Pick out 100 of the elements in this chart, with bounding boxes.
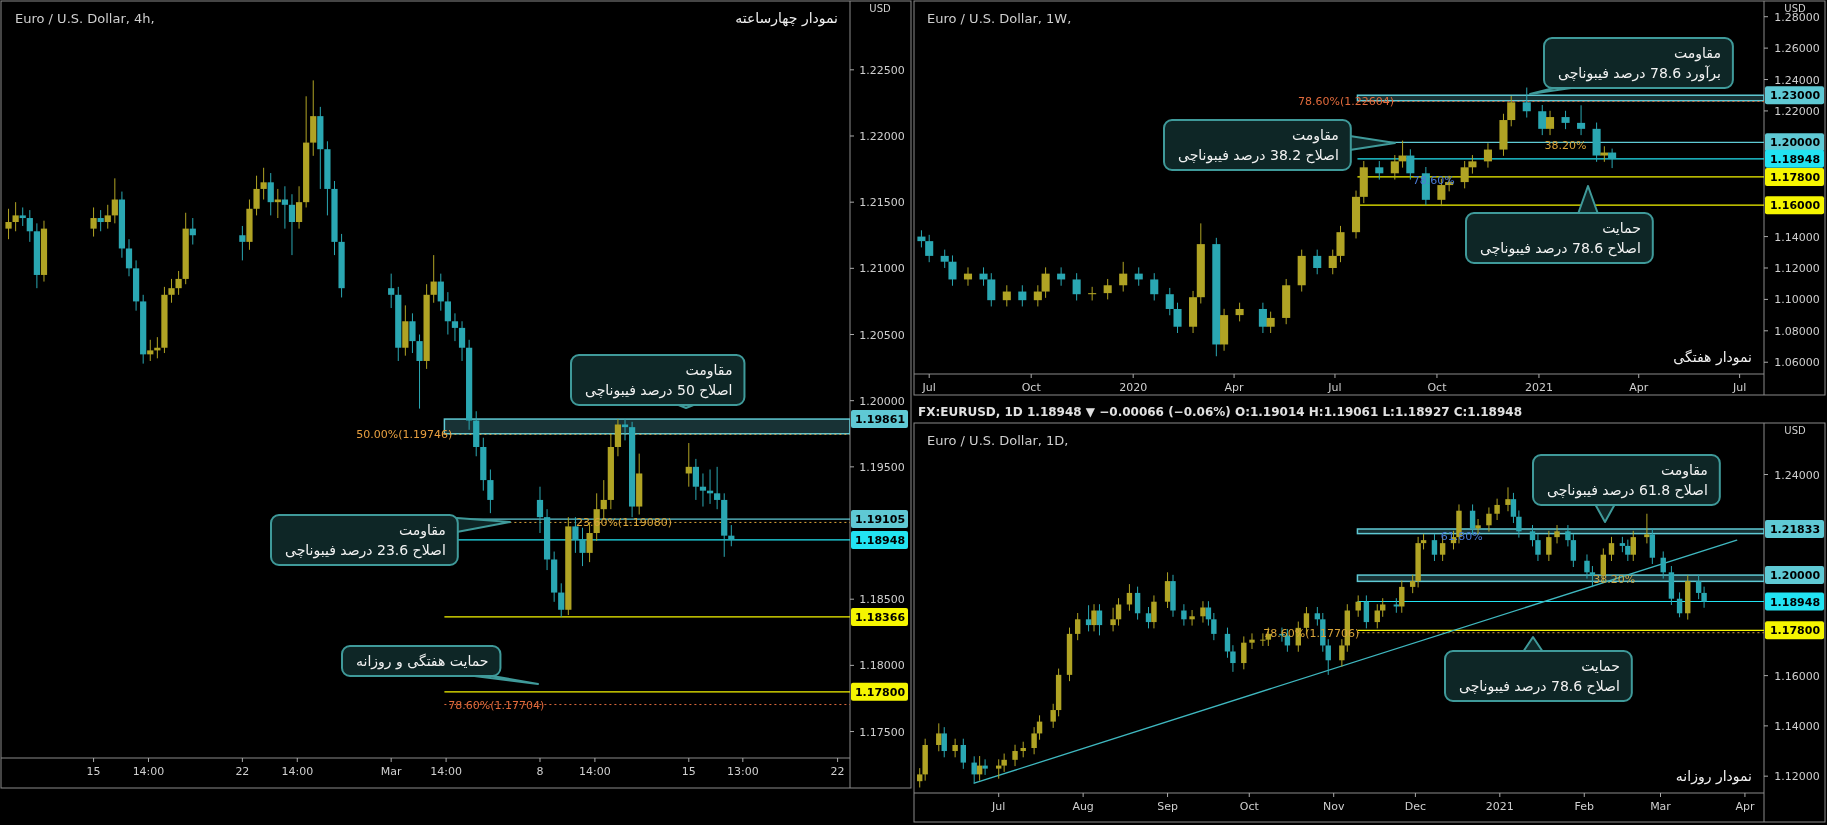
annotation: مقاومت برآورد 78.6 درصد فیبوناچی xyxy=(1558,45,1721,82)
ref-line-label: 50.00%(1.19746) xyxy=(356,428,453,442)
band-label: 1.21833 xyxy=(1769,523,1821,536)
x-tick-label: Sep xyxy=(1157,800,1178,813)
annotation: مقاومت اصلاح 61.8 درصد فیبوناچی xyxy=(1547,462,1708,499)
x-tick-label: Oct xyxy=(1427,381,1448,394)
candlestick xyxy=(1399,580,1405,614)
candlestick xyxy=(26,209,33,243)
candlestick xyxy=(699,472,707,508)
candlestick xyxy=(1380,597,1386,618)
y-tick-label: 1.20000 xyxy=(859,394,905,408)
candlestick xyxy=(239,225,246,261)
ref-line-label: 1.19105 xyxy=(854,513,906,527)
x-tick-label: Jul xyxy=(991,800,1006,813)
candlestick xyxy=(1390,154,1399,181)
candlestick xyxy=(971,755,977,784)
x-tick-label: 2020 xyxy=(1119,381,1148,394)
x-tick-label: Dec xyxy=(1404,800,1427,813)
x-tick-label: 14:00 xyxy=(132,765,165,778)
candlestick xyxy=(125,238,133,277)
candlestick xyxy=(1701,586,1707,609)
candlestick xyxy=(1545,110,1555,136)
candlestick xyxy=(1584,553,1590,580)
candlestick xyxy=(1510,492,1517,524)
candlestick xyxy=(925,234,934,263)
candlestick xyxy=(1561,110,1570,130)
candlestick xyxy=(1258,302,1267,334)
candlestick xyxy=(936,722,942,752)
x-tick-label: Apr xyxy=(1224,381,1245,394)
candlestick xyxy=(952,738,958,758)
candlestick xyxy=(1072,272,1081,301)
y-tick-label: 1.08000 xyxy=(1774,324,1820,338)
y-tick-label: 1.18500 xyxy=(859,593,905,607)
annotation: مقاومت اصلاح 23.6 درصد فیبوناچی xyxy=(285,522,446,559)
y-tick-label: 1.22500 xyxy=(859,63,905,77)
candlestick xyxy=(1235,302,1244,322)
y-tick-label: 1.21500 xyxy=(859,196,905,210)
x-tick-label: Mar xyxy=(1650,800,1672,813)
ref-line-label: 1.17800 xyxy=(854,685,906,699)
candlestick xyxy=(104,204,111,230)
x-tick-label: Feb xyxy=(1574,800,1594,813)
y-axis-title: USD xyxy=(869,3,891,14)
y-tick-label: 1.26000 xyxy=(1774,42,1820,56)
text: Euro / U.S. Dollar, 1D, xyxy=(927,433,1069,448)
y-tick-label: 1.10000 xyxy=(1774,293,1820,307)
candlestick xyxy=(1031,726,1037,755)
candlestick xyxy=(1494,498,1500,521)
x-tick-label: Jul xyxy=(921,381,936,394)
candlestick xyxy=(917,767,923,788)
candlestick xyxy=(1085,604,1092,632)
candlestick xyxy=(444,291,451,335)
candlestick xyxy=(1577,104,1586,136)
x-tick-label: 15 xyxy=(86,765,101,778)
candlestick xyxy=(1325,638,1331,676)
candlestick xyxy=(1018,284,1027,307)
candlestick xyxy=(614,418,622,457)
ref-line-label: 1.18366 xyxy=(854,610,906,624)
candlestick xyxy=(295,185,303,230)
candlestick xyxy=(1110,607,1116,632)
candlestick xyxy=(1608,536,1615,562)
ref-line-label: 1.17800 xyxy=(1769,170,1821,184)
annotation: حمایت هفتگی و روزانه xyxy=(356,653,489,670)
candlestick xyxy=(1516,509,1522,539)
candlestick xyxy=(430,254,437,304)
text: FX:EURUSD, 1D 1.18948 ▼ −0.00066 (−0.06%) O:1.19014 H:1.19061 L:1.18927 C:1.18948 xyxy=(918,405,1523,419)
y-tick-label: 1.16000 xyxy=(1774,669,1820,683)
annotation: حمایت اصلاح 78.6 درصد فیبوناچی xyxy=(1459,658,1620,695)
ref-line-label: 78.60%(1.17704) xyxy=(448,698,545,712)
candlestick xyxy=(1033,284,1042,307)
candlestick xyxy=(1145,606,1152,629)
candlestick xyxy=(175,270,182,296)
y-tick-label: 1.24000 xyxy=(1774,73,1820,87)
candlestick xyxy=(1505,486,1511,512)
candlestick xyxy=(416,334,423,410)
band-label: 1.19861 xyxy=(854,413,906,427)
candlestick xyxy=(1200,600,1206,624)
candlestick xyxy=(1205,600,1212,627)
candlestick xyxy=(1649,527,1656,565)
annotation: مقاومت اصلاح 50 درصد فیبوناچی xyxy=(585,362,733,399)
candlestick xyxy=(1644,513,1650,544)
candlestick xyxy=(19,206,26,227)
candlestick xyxy=(1355,594,1361,618)
x-tick-label: Oct xyxy=(1021,381,1042,394)
candlestick xyxy=(1483,142,1492,169)
candlestick xyxy=(960,738,966,770)
candlestick xyxy=(1565,524,1571,547)
candlestick xyxy=(1538,104,1547,136)
candlestick xyxy=(1150,272,1159,301)
x-tick-label: 8 xyxy=(536,765,544,778)
y-axis-title: USD xyxy=(1784,3,1806,14)
ref-line-label: 1.18948 xyxy=(1769,152,1821,166)
candlestick xyxy=(1050,703,1056,729)
candlestick xyxy=(1529,524,1536,547)
candlestick xyxy=(1241,635,1247,670)
candlestick xyxy=(1115,597,1122,627)
y-tick-label: 1.12000 xyxy=(1774,770,1820,784)
candlestick xyxy=(1546,530,1552,562)
x-tick-label: Apr xyxy=(1735,800,1755,813)
candlestick xyxy=(1339,638,1345,668)
candlestick xyxy=(1695,574,1702,600)
